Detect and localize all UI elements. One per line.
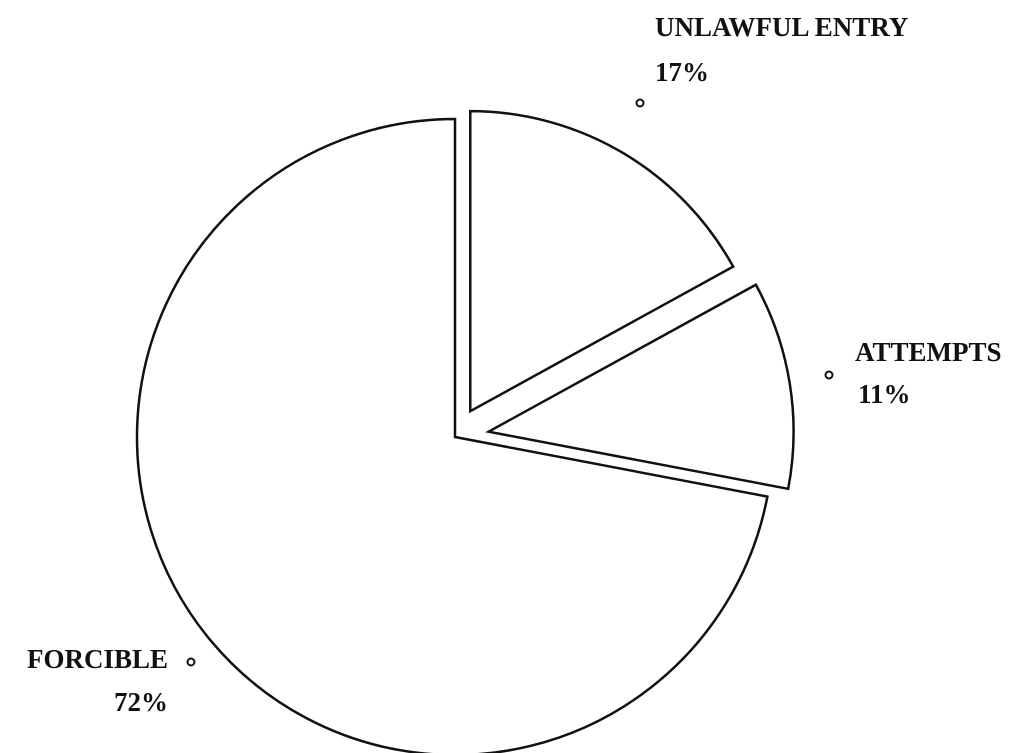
pie-slice bbox=[469, 109, 735, 414]
leader-dot bbox=[824, 370, 834, 380]
slice-value-label: 11% bbox=[858, 379, 911, 409]
slice-value-label: 72% bbox=[114, 687, 168, 717]
slice-value-label: 17% bbox=[655, 57, 709, 87]
pie-slice bbox=[484, 283, 795, 491]
leader-dot bbox=[635, 98, 645, 108]
slice-label: ATTEMPTS bbox=[855, 337, 1002, 367]
pie-slice bbox=[135, 117, 769, 753]
slice-label: FORCIBLE bbox=[27, 644, 168, 674]
leader-dot bbox=[186, 657, 196, 667]
slice-label: UNLAWFUL ENTRY bbox=[655, 12, 908, 42]
